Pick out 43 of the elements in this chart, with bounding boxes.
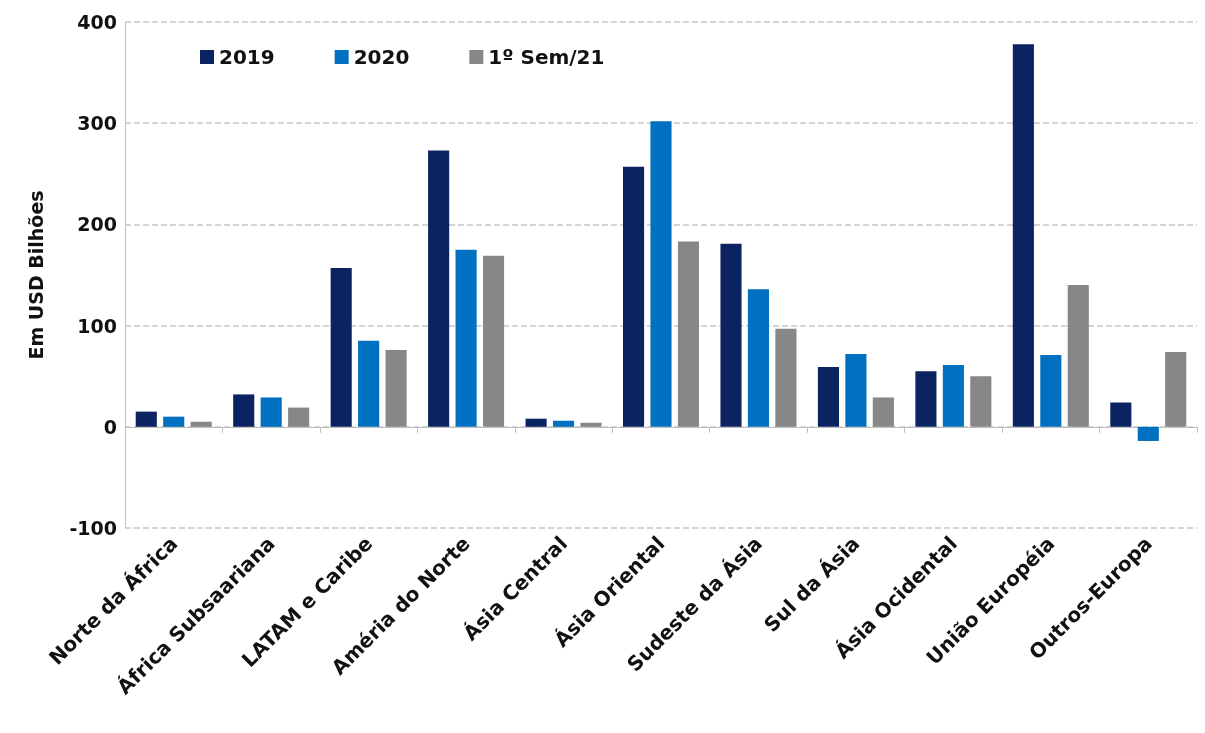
bar [190,421,212,427]
legend-label: 2019 [219,45,275,69]
bar [135,411,157,427]
bar [775,328,797,427]
y-tick-label: 300 [77,112,117,135]
legend-label: 2020 [353,45,410,69]
bar [163,416,185,427]
bar [288,407,310,427]
bar [872,397,894,427]
bar [358,340,380,427]
bar [330,267,352,427]
bar [1040,354,1062,427]
bar [720,243,742,427]
bar [1137,426,1159,441]
bar [385,349,407,427]
bar [942,365,964,427]
bar [677,241,700,427]
bar [482,255,505,427]
y-tick-label: 200 [77,213,117,236]
bar [1067,285,1089,427]
bar [580,422,602,427]
bar [622,166,645,427]
bar [525,418,547,427]
bar [1165,351,1187,427]
bar [552,420,575,427]
y-tick-label: 0 [103,415,117,438]
y-tick-label: 400 [77,11,117,33]
bar [428,150,450,427]
bar [817,367,840,427]
bar [845,353,867,427]
bar [747,289,770,427]
bar [1012,44,1034,427]
bar [260,397,282,427]
bar [233,394,255,427]
bar [915,371,937,427]
bar [1110,402,1132,427]
y-tick-label: -100 [69,517,117,539]
y-axis-title: Em USD Bilhões [24,190,47,360]
bar [970,376,992,427]
bar [650,121,672,427]
bar [455,249,477,427]
y-tick-label: 100 [77,314,117,337]
legend-label: 1º Sem/21 [488,45,605,69]
